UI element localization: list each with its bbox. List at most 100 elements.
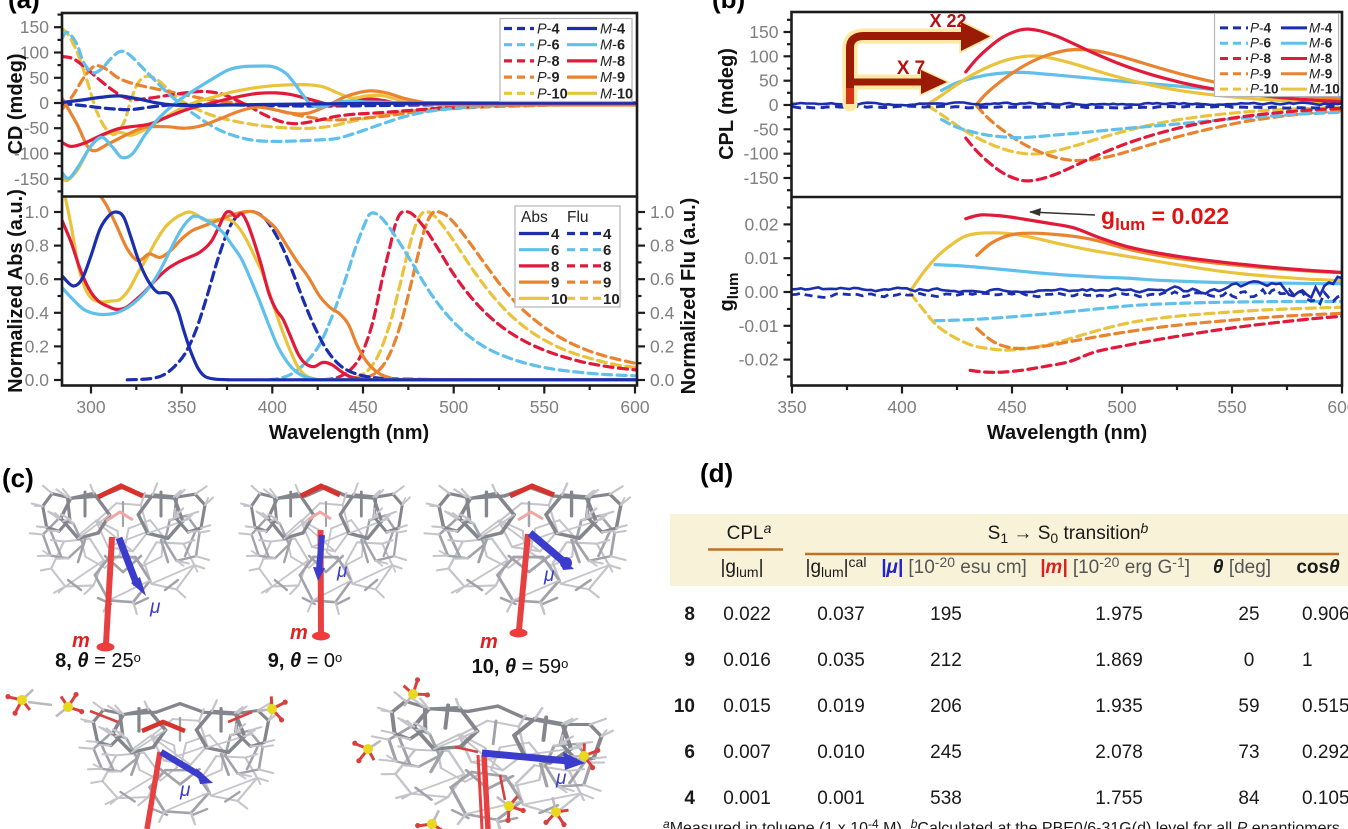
svg-text:0.8: 0.8 bbox=[25, 236, 49, 256]
svg-text:8: 8 bbox=[603, 258, 611, 275]
svg-text:50: 50 bbox=[759, 71, 779, 91]
svg-text:0.4: 0.4 bbox=[25, 303, 50, 323]
svg-text:0.8: 0.8 bbox=[650, 236, 674, 256]
svg-text:M-6: M-6 bbox=[600, 38, 625, 54]
svg-text:M-9: M-9 bbox=[600, 70, 625, 86]
svg-text:-100: -100 bbox=[14, 144, 49, 164]
svg-text:P-6: P-6 bbox=[1250, 36, 1272, 51]
svg-text:m: m bbox=[290, 622, 308, 644]
svg-text:10: 10 bbox=[603, 291, 620, 308]
svg-text:0: 0 bbox=[769, 95, 779, 115]
svg-text:0.001: 0.001 bbox=[723, 788, 771, 809]
svg-text:μ: μ bbox=[543, 565, 555, 586]
svg-text:8, θ = 25o: 8, θ = 25o bbox=[55, 650, 141, 672]
svg-text:P-10: P-10 bbox=[1250, 82, 1279, 97]
svg-text:|μ| [10-20 esu cm]: |μ| [10-20 esu cm] bbox=[881, 554, 1027, 578]
svg-text:100: 100 bbox=[20, 43, 49, 63]
svg-text:538: 538 bbox=[930, 788, 962, 809]
svg-text:25: 25 bbox=[1238, 604, 1259, 625]
svg-text:212: 212 bbox=[930, 650, 962, 671]
svg-text:4: 4 bbox=[603, 226, 612, 243]
svg-text:0.01: 0.01 bbox=[744, 248, 778, 268]
svg-text:8: 8 bbox=[684, 604, 695, 625]
svg-text:1.755: 1.755 bbox=[1095, 788, 1143, 809]
svg-text:X 7: X 7 bbox=[897, 58, 926, 79]
svg-text:CD (mdeg): CD (mdeg) bbox=[5, 53, 27, 154]
svg-text:P-4: P-4 bbox=[537, 22, 560, 38]
svg-text:M-9: M-9 bbox=[1309, 66, 1332, 81]
svg-text:M-4: M-4 bbox=[1309, 20, 1333, 35]
svg-text:0.001: 0.001 bbox=[817, 788, 865, 809]
svg-text:0.019: 0.019 bbox=[817, 696, 865, 717]
svg-text:10, θ = 59o: 10, θ = 59o bbox=[472, 656, 569, 678]
svg-text:1.0: 1.0 bbox=[25, 202, 50, 222]
svg-text:9: 9 bbox=[684, 650, 695, 671]
svg-text:P-10: P-10 bbox=[537, 86, 568, 102]
svg-text:Flu: Flu bbox=[567, 209, 589, 226]
svg-text:0: 0 bbox=[39, 93, 49, 113]
svg-text:0.105: 0.105 bbox=[1302, 788, 1348, 809]
svg-text:Wavelength (nm): Wavelength (nm) bbox=[987, 422, 1147, 444]
svg-text:600: 600 bbox=[620, 397, 649, 417]
svg-text:0: 0 bbox=[1244, 650, 1255, 671]
svg-text:|m| [10-20 erg G-1]: |m| [10-20 erg G-1] bbox=[1040, 554, 1190, 578]
svg-text:M-4: M-4 bbox=[600, 22, 625, 38]
svg-text:0.515: 0.515 bbox=[1302, 696, 1348, 717]
svg-text:M-8: M-8 bbox=[1309, 51, 1333, 66]
svg-text:400: 400 bbox=[887, 397, 916, 417]
svg-text:195: 195 bbox=[930, 604, 962, 625]
svg-text:M-10: M-10 bbox=[600, 86, 633, 102]
svg-text:6: 6 bbox=[603, 242, 611, 259]
svg-text:2.078: 2.078 bbox=[1095, 742, 1143, 763]
svg-text:1.0: 1.0 bbox=[650, 202, 675, 222]
svg-text:-0.01: -0.01 bbox=[739, 316, 779, 336]
svg-text:(d): (d) bbox=[700, 458, 733, 488]
svg-text:10: 10 bbox=[674, 696, 695, 717]
svg-text:-0.02: -0.02 bbox=[739, 350, 779, 370]
svg-text:0.2: 0.2 bbox=[25, 336, 49, 356]
svg-text:-150: -150 bbox=[14, 169, 49, 189]
svg-text:4: 4 bbox=[684, 788, 695, 809]
svg-text:9, θ = 0o: 9, θ = 0o bbox=[268, 650, 343, 672]
svg-text:1: 1 bbox=[1302, 650, 1313, 671]
svg-text:500: 500 bbox=[439, 397, 468, 417]
svg-text:450: 450 bbox=[348, 397, 377, 417]
svg-text:0.00: 0.00 bbox=[744, 282, 778, 302]
svg-text:Abs: Abs bbox=[521, 209, 548, 226]
svg-text:M-6: M-6 bbox=[1309, 36, 1333, 51]
svg-text:0.022: 0.022 bbox=[723, 604, 771, 625]
svg-text:m: m bbox=[480, 631, 498, 653]
svg-text:P-4: P-4 bbox=[1250, 20, 1272, 35]
svg-text:9: 9 bbox=[551, 275, 559, 292]
svg-text:245: 245 bbox=[930, 742, 962, 763]
svg-text:cosθ: cosθ bbox=[1296, 557, 1340, 578]
svg-text:0.007: 0.007 bbox=[723, 742, 771, 763]
svg-text:0.015: 0.015 bbox=[723, 696, 771, 717]
svg-text:θ [deg]: θ [deg] bbox=[1213, 557, 1271, 578]
svg-text:S1 → S0 transitionb: S1 → S0 transitionb bbox=[988, 520, 1149, 546]
svg-text:P-8: P-8 bbox=[1250, 51, 1272, 66]
svg-text:600: 600 bbox=[1327, 397, 1348, 417]
svg-text:0.6: 0.6 bbox=[650, 269, 674, 289]
svg-text:150: 150 bbox=[749, 22, 778, 42]
svg-text:0.292: 0.292 bbox=[1302, 742, 1348, 763]
svg-text:-150: -150 bbox=[743, 168, 778, 188]
svg-text:1.869: 1.869 bbox=[1095, 650, 1143, 671]
svg-text:aMeasured in toluene (1 x 10-4: aMeasured in toluene (1 x 10-4 M). bCalc… bbox=[663, 817, 1340, 829]
svg-text:(a): (a) bbox=[8, 0, 40, 14]
svg-text:9: 9 bbox=[603, 275, 611, 292]
svg-text:X 22: X 22 bbox=[929, 11, 966, 31]
svg-text:1.935: 1.935 bbox=[1095, 696, 1143, 717]
svg-text:Normalized Abs (a.u.): Normalized Abs (a.u.) bbox=[5, 189, 27, 393]
svg-text:Normalized Flu (a.u.): Normalized Flu (a.u.) bbox=[678, 198, 700, 395]
svg-text:350: 350 bbox=[167, 397, 196, 417]
svg-text:P-9: P-9 bbox=[1250, 66, 1271, 81]
svg-text:(b): (b) bbox=[712, 0, 745, 14]
svg-text:150: 150 bbox=[20, 17, 49, 37]
svg-text:300: 300 bbox=[76, 397, 105, 417]
svg-text:M-8: M-8 bbox=[600, 54, 625, 70]
svg-text:0.2: 0.2 bbox=[650, 336, 674, 356]
svg-text:400: 400 bbox=[258, 397, 287, 417]
svg-text:P-9: P-9 bbox=[537, 70, 560, 86]
svg-text:350: 350 bbox=[777, 397, 806, 417]
